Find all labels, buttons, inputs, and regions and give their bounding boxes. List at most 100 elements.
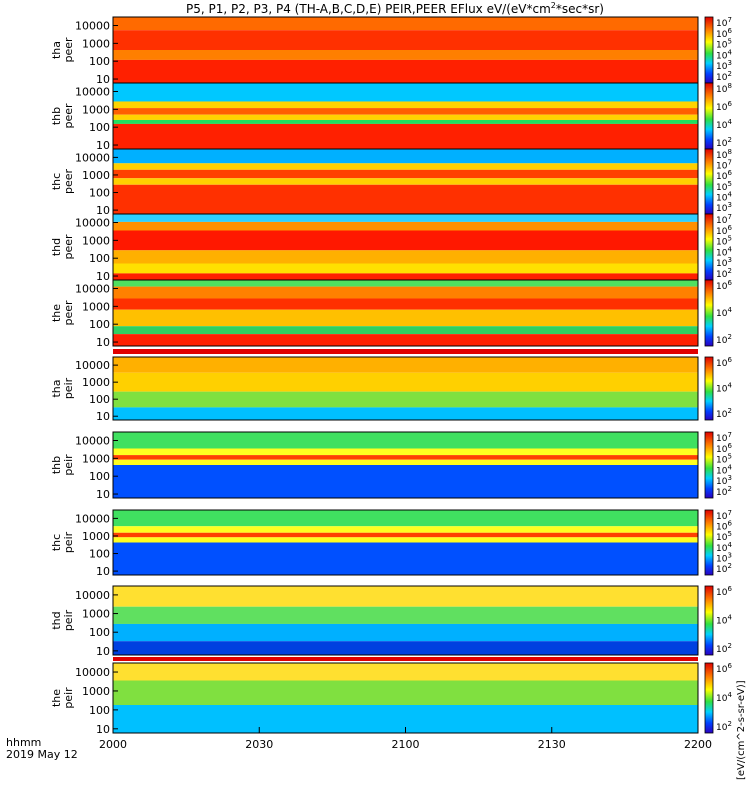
spectrogram-band bbox=[113, 606, 698, 624]
colorbar-tick-label: 106 bbox=[716, 224, 732, 237]
y-tick-label: 10 bbox=[96, 488, 110, 501]
spectrogram-band bbox=[113, 455, 698, 460]
panel-separator bbox=[113, 657, 698, 661]
x-tick-label: 2100 bbox=[392, 738, 420, 751]
y-tick-label: 1000 bbox=[82, 37, 110, 50]
x-tick-label: 2030 bbox=[245, 738, 273, 751]
colorbar-tick-label: 103 bbox=[716, 256, 732, 269]
colorbar-tick-label: 108 bbox=[716, 82, 732, 95]
colorbar-tick-label: 105 bbox=[716, 38, 732, 51]
spectrogram-band bbox=[113, 178, 698, 185]
y-tick-label: 100 bbox=[89, 318, 110, 331]
panel-frame bbox=[112, 509, 699, 576]
spectrogram-band bbox=[113, 372, 698, 392]
y-tick-label: 10000 bbox=[75, 666, 110, 679]
x-tick-label: 2130 bbox=[538, 738, 566, 751]
panel-the-peer: 10000 1000 100 10 the peer 106 104 102 bbox=[50, 279, 732, 349]
y-tick-label: 1000 bbox=[82, 376, 110, 389]
panel-tha-peir: 10000 1000 100 10 tha peir 106 104 102 bbox=[50, 356, 732, 423]
colorbar-tick-label: 107 bbox=[716, 159, 732, 172]
spectrogram-band bbox=[113, 586, 698, 607]
y-tick-label: 10 bbox=[96, 336, 110, 349]
colorbar-tick-label: 106 bbox=[716, 356, 732, 369]
panel-label: peer bbox=[62, 234, 75, 260]
colorbar-tick-label: 102 bbox=[716, 407, 732, 420]
panel-thd-peir: 10000 1000 100 10 thd peir 106 104 102 bbox=[50, 585, 732, 658]
spectrogram-band bbox=[113, 83, 698, 102]
spectrogram-band bbox=[113, 334, 698, 346]
spectrogram-band bbox=[113, 214, 698, 222]
panel-label: peir bbox=[62, 454, 75, 476]
colorbar-tick-label: 102 bbox=[716, 642, 732, 655]
colorbar-tick-label: 102 bbox=[716, 485, 732, 498]
colorbar bbox=[704, 356, 714, 421]
colorbar-tick-label: 104 bbox=[716, 245, 732, 258]
colorbar bbox=[704, 82, 714, 150]
y-tick-label: 10000 bbox=[75, 151, 110, 164]
panel-label: peir bbox=[62, 531, 75, 553]
y-tick-label: 10 bbox=[96, 73, 110, 86]
spectrogram-band bbox=[113, 542, 698, 575]
colorbar-tick-label: 105 bbox=[716, 235, 732, 248]
colorbar bbox=[704, 585, 714, 656]
y-tick-label: 10000 bbox=[75, 359, 110, 372]
spectrogram-band bbox=[113, 17, 698, 31]
spectrogram-band bbox=[113, 298, 698, 310]
colorbar-tick-label: 104 bbox=[716, 382, 732, 395]
colorbar-tick-label: 106 bbox=[716, 662, 732, 675]
y-tick-label: 10 bbox=[96, 723, 110, 736]
y-tick-label: 10000 bbox=[75, 86, 110, 99]
panel-label: thc bbox=[50, 173, 63, 190]
spectrogram-band bbox=[113, 459, 698, 465]
colorbar-tick-label: 106 bbox=[716, 279, 732, 292]
colorbar-tick-label: 107 bbox=[716, 431, 732, 444]
spectrogram-band bbox=[113, 169, 698, 179]
spectrogram-band bbox=[113, 273, 698, 280]
colorbar-tick-label: 103 bbox=[716, 201, 732, 214]
panel-label: thb bbox=[50, 456, 63, 474]
spectrogram-band bbox=[113, 448, 698, 456]
y-tick-label: 10000 bbox=[75, 589, 110, 602]
y-tick-label: 10000 bbox=[75, 283, 110, 296]
spectrogram-band bbox=[113, 50, 698, 60]
panel-label: thd bbox=[50, 611, 63, 629]
colorbar-tick-label: 108 bbox=[716, 148, 732, 161]
colorbar bbox=[704, 148, 714, 215]
colorbar bbox=[704, 662, 714, 734]
x-corner-label-date: 2019 May 12 bbox=[6, 748, 78, 761]
y-tick-label: 100 bbox=[89, 55, 110, 68]
y-tick-label: 1000 bbox=[82, 452, 110, 465]
colorbar-tick-label: 102 bbox=[716, 720, 732, 733]
y-tick-label: 100 bbox=[89, 470, 110, 483]
spectrogram-band bbox=[113, 526, 698, 533]
y-tick-label: 1000 bbox=[82, 608, 110, 621]
colorbar-tick-label: 103 bbox=[716, 474, 732, 487]
spectrogram-band bbox=[113, 510, 698, 527]
colorbar-tick-label: 104 bbox=[716, 691, 732, 704]
colorbar-tick-label: 107 bbox=[716, 213, 732, 226]
colorbar-tick-label: 102 bbox=[716, 333, 732, 346]
y-tick-label: 100 bbox=[89, 187, 110, 200]
colorbar-tick-label: 104 bbox=[716, 118, 732, 131]
spectrogram-band bbox=[113, 221, 698, 231]
spectrogram-band bbox=[113, 123, 698, 149]
colorbar bbox=[704, 213, 714, 281]
spectrogram-band bbox=[113, 149, 698, 164]
chart-title: P5, P1, P2, P3, P4 (TH-A,B,C,D,E) PEIR,P… bbox=[186, 1, 604, 16]
colorbar bbox=[704, 509, 714, 576]
y-tick-label: 10 bbox=[96, 645, 110, 658]
colorbar-tick-label: 106 bbox=[716, 169, 732, 182]
spectrogram-band bbox=[113, 184, 698, 214]
y-tick-label: 10 bbox=[96, 204, 110, 217]
colorbar-tick-label: 102 bbox=[716, 70, 732, 83]
x-tick-label: 2200 bbox=[684, 738, 712, 751]
colorbar-tick-label: 106 bbox=[716, 520, 732, 533]
spectrogram-band bbox=[113, 465, 698, 498]
y-tick-label: 10000 bbox=[75, 435, 110, 448]
spectrogram-band bbox=[113, 407, 698, 420]
y-tick-label: 100 bbox=[89, 393, 110, 406]
colorbar-tick-label: 104 bbox=[716, 463, 732, 476]
